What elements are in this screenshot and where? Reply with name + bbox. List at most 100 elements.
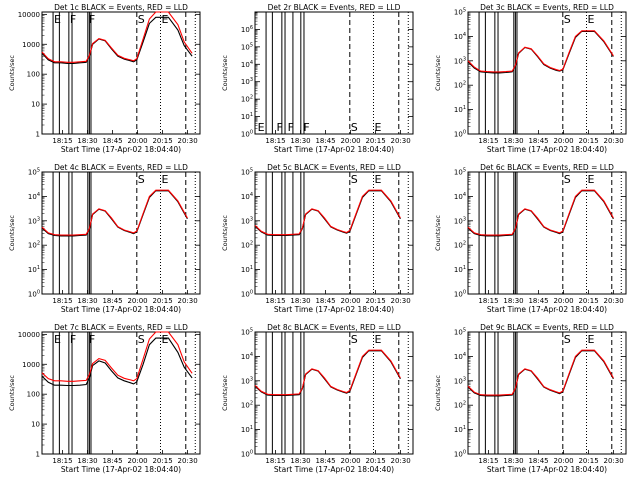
chart1-x-axis-label: Start Time (17-Apr-02 18:04:40) [61,145,181,154]
chart3-plot-frame [467,11,627,135]
chart2-marker-letter: E [375,121,382,134]
chart1-ytick-label: 10000 [18,11,40,19]
chart3-y-axis-label: Counts/sec [434,55,442,91]
chart2-xtick-label: 20:00 [340,137,360,145]
chart5-xtick-label: 20:00 [340,297,360,305]
chart8-plot-frame [254,331,414,455]
chart1-ytick-label: 100 [27,71,40,79]
chart7-plot-frame [41,331,201,455]
chart2-ytick-label: 101 [241,112,253,121]
chart2-marker-letter: S [351,121,358,134]
chart6-ytick-label: 100 [454,290,466,299]
chart1-title: Det 1c BLACK = Events, RED = LLD [54,3,188,12]
chart1-marker-letter: F [89,13,95,26]
chart1-xtick-label: 18:45 [102,137,122,145]
chart8-x-axis-label: Start Time (17-Apr-02 18:04:40) [274,465,394,474]
chart9-title: Det 9c BLACK = Events, RED = LLD [480,323,614,332]
chart8-xtick-label: 18:45 [315,457,335,465]
chart9-series-lld [467,349,614,396]
chart6-series-lld [467,189,614,236]
chart2-marker-letter: F [288,121,294,134]
chart2-y-axis-label: Counts/sec [221,55,229,91]
chart4-ytick-label: 105 [28,168,40,177]
chart1-plot-frame [41,11,201,135]
chart5-plot-frame [254,171,414,295]
chart3-ytick-label: 103 [454,56,466,65]
chart2-ytick-label: 104 [241,60,253,69]
chart8-xtick-label: 20:15 [365,457,385,465]
chart3-x-axis-label: Start Time (17-Apr-02 18:04:40) [487,145,607,154]
chart3-xtick-label: 18:45 [528,137,548,145]
chart1-ytick-label: 1 [36,131,40,139]
chart7-xtick-label: 18:45 [102,457,122,465]
chart2-x-axis-label: Start Time (17-Apr-02 18:04:40) [274,145,394,154]
chart9-marker-letter: S [564,333,571,346]
chart6-title: Det 6c BLACK = Events, RED = LLD [480,163,614,172]
chart4-ytick-label: 101 [28,265,40,274]
chart8-title: Det 8c BLACK = Events, RED = LLD [267,323,401,332]
chart7-marker-letter: F [89,333,95,346]
chart5-ytick-label: 100 [241,290,253,299]
chart2-plot-frame [254,11,414,135]
chart4-series-lld [41,189,188,236]
chart4-y-axis-label: Counts/sec [8,215,16,251]
chart7-x-axis-label: Start Time (17-Apr-02 18:04:40) [61,465,181,474]
chart8-ytick-label: 100 [241,450,253,459]
chart1-xtick-label: 18:15 [52,137,72,145]
chart4-xtick-label: 18:15 [52,297,72,305]
chart7-xtick-label: 18:15 [52,457,72,465]
chart3-marker-letter: E [588,13,595,26]
chart7-ytick-label: 100 [27,391,40,399]
chart8-xtick-label: 18:30 [290,457,310,465]
chart2-xtick-label: 20:15 [365,137,385,145]
chart3-series-events [467,30,614,74]
chart9-xtick-label: 18:30 [503,457,523,465]
chart2-ytick-label: 103 [241,77,253,86]
chart9-ytick-label: 100 [454,450,466,459]
chart7-marker-letter: E [162,333,169,346]
chart1-series-lld [41,11,193,63]
chart8-xtick-label: 18:15 [265,457,285,465]
chart5-ytick-label: 103 [241,216,253,225]
chart2-ytick-label: 102 [241,95,253,104]
chart7-title: Det 7c BLACK = Events, RED = LLD [54,323,188,332]
chart6-xtick-label: 18:30 [503,297,523,305]
chart7-ytick-label: 1 [36,451,40,459]
chart8-ytick-label: 105 [241,328,253,337]
chart9-xtick-label: 18:45 [528,457,548,465]
chart9-xtick-label: 18:15 [478,457,498,465]
chart9-y-axis-label: Counts/sec [434,375,442,411]
chart5-xtick-label: 20:15 [365,297,385,305]
chart2-xtick-label: 20:30 [390,137,410,145]
chart6-ytick-label: 103 [454,216,466,225]
chart6-marker-letter: S [564,173,571,186]
chart3-ytick-label: 100 [454,130,466,139]
chart3-ytick-label: 102 [454,81,466,90]
chart5-xtick-label: 20:30 [390,297,410,305]
chart5-title: Det 5c BLACK = Events, RED = LLD [267,163,401,172]
chart1-marker-letter: F [70,13,76,26]
chart1-ytick-label: 1000 [22,41,40,49]
chart4-xtick-label: 18:45 [102,297,122,305]
chart8-series-lld [254,349,401,396]
chart4-series-events [41,190,188,237]
chart1-marker-letter: S [138,13,145,26]
chart3-series-lld [467,30,614,73]
chart5-xtick-label: 18:15 [265,297,285,305]
chart8-ytick-label: 104 [241,352,253,361]
chart6-ytick-label: 104 [454,192,466,201]
chart9-xtick-label: 20:30 [603,457,623,465]
chart1-xtick-label: 18:30 [77,137,97,145]
chart5-ytick-label: 104 [241,192,253,201]
chart6-xtick-label: 18:45 [528,297,548,305]
chart4-ytick-label: 103 [28,216,40,225]
chart7-xtick-label: 18:30 [77,457,97,465]
chart6-xtick-label: 20:00 [553,297,573,305]
chart6-ytick-label: 102 [454,241,466,250]
chart9-ytick-label: 101 [454,425,466,434]
chart4-xtick-label: 20:30 [177,297,197,305]
chart4-marker-letter: S [138,173,145,186]
chart6-xtick-label: 20:30 [603,297,623,305]
chart1-marker-letter: E [54,13,61,26]
chart9-plot-frame [467,331,627,455]
